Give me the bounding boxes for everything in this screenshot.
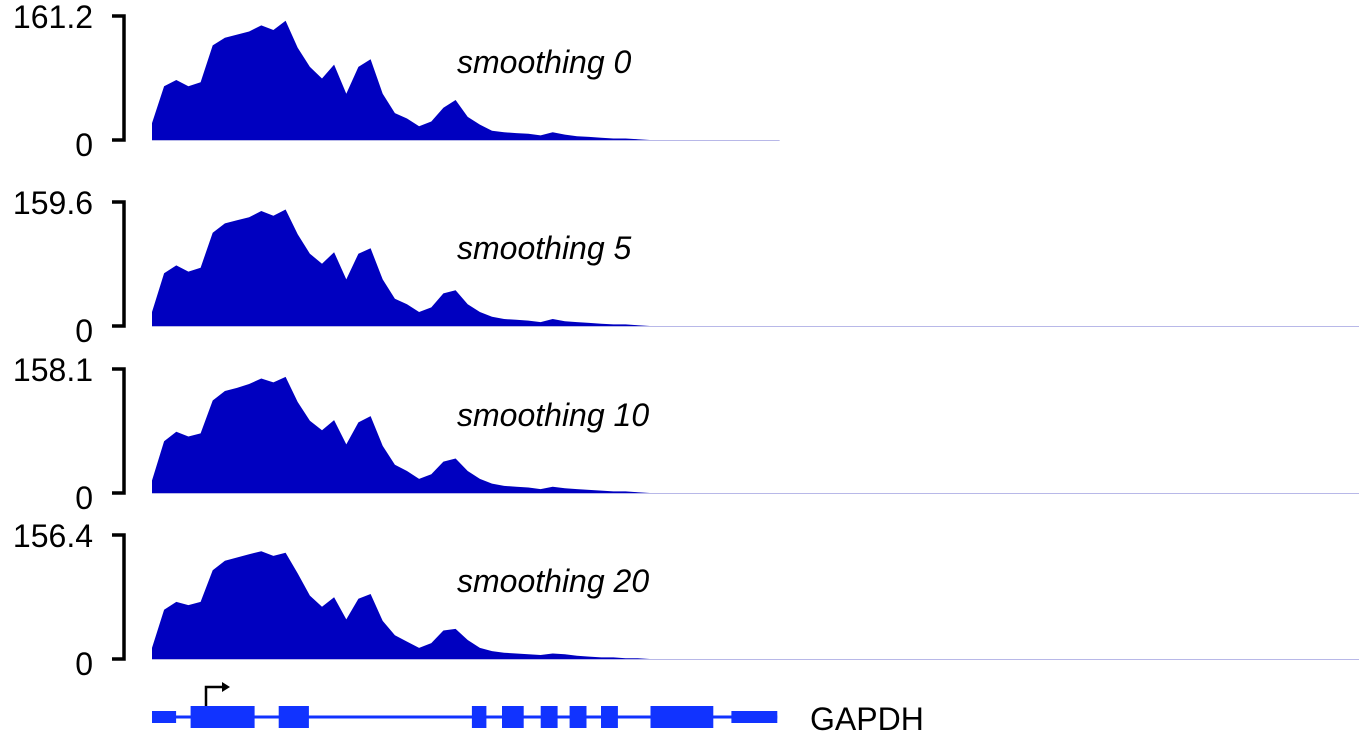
gene-exon — [502, 706, 524, 728]
gene-exon — [152, 711, 177, 723]
y-max-label: 156.4 — [13, 518, 93, 554]
track-panel: 156.4 0 smoothing 20 — [13, 518, 1359, 682]
gene-exons — [152, 706, 778, 728]
y-axis-bracket — [112, 533, 126, 661]
gene-exon — [650, 706, 714, 728]
signal-area — [152, 20, 662, 140]
y-max-label: 158.1 — [13, 352, 93, 388]
y-min-label: 0 — [75, 313, 93, 349]
tss-arrowhead-icon — [222, 682, 230, 692]
gene-exon — [278, 706, 309, 728]
gene-exon — [569, 706, 587, 728]
gene-exon — [471, 706, 487, 728]
y-axis-bracket — [112, 367, 126, 495]
y-min-label: 0 — [75, 646, 93, 682]
tss-arrow-icon — [204, 685, 224, 706]
signal-area — [152, 376, 662, 493]
gene-exon — [190, 706, 255, 728]
y-axis-bracket — [112, 200, 126, 328]
track-title: smoothing 10 — [457, 397, 649, 433]
track-panel: 161.2 0 smoothing 0 — [13, 0, 780, 163]
track-title: smoothing 0 — [457, 44, 632, 80]
y-min-label: 0 — [75, 127, 93, 163]
y-axis-bracket — [112, 14, 126, 142]
track-title: smoothing 5 — [457, 230, 632, 266]
track-panel: 158.1 0 smoothing 10 — [13, 352, 1359, 516]
y-max-label: 159.6 — [13, 185, 93, 221]
gene-track: GAPDH — [152, 682, 924, 737]
gene-name-label: GAPDH — [810, 701, 924, 737]
gene-exon — [731, 711, 778, 723]
track-title: smoothing 20 — [457, 563, 649, 599]
y-min-label: 0 — [75, 480, 93, 516]
signal-area — [152, 209, 662, 326]
gene-exon — [601, 706, 618, 728]
signal-area — [152, 551, 662, 659]
y-max-label: 161.2 — [13, 0, 93, 35]
track-panel: 159.6 0 smoothing 5 — [13, 185, 1359, 349]
gene-exon — [540, 706, 558, 728]
